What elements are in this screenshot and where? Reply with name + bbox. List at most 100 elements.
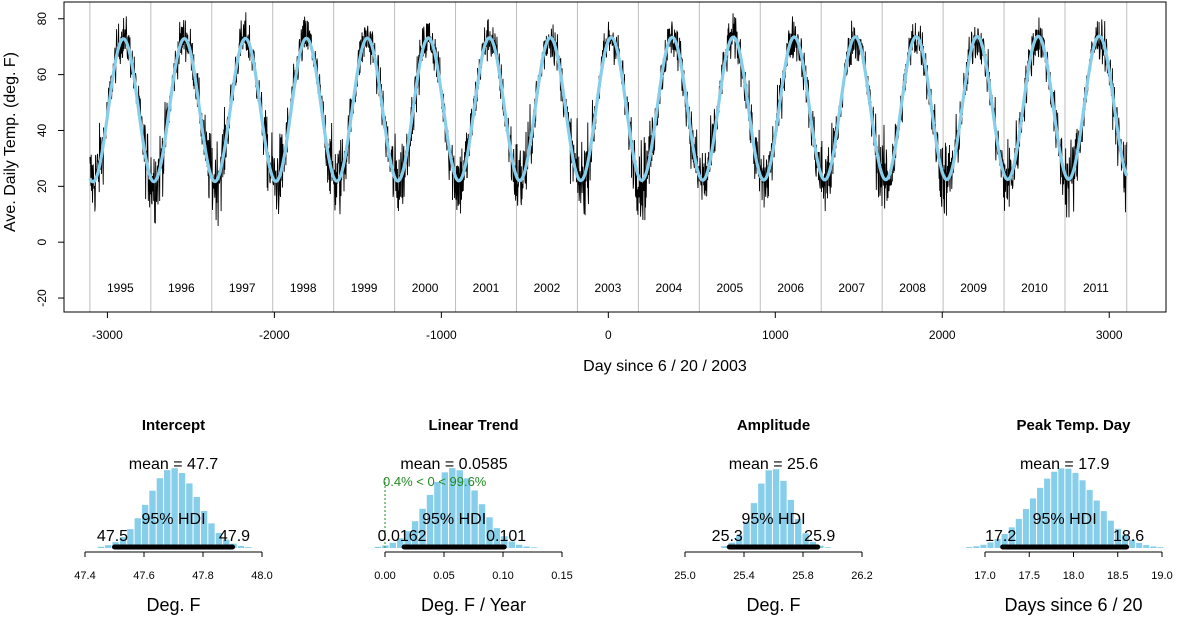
histogram-bar: [245, 547, 252, 548]
histogram-bar: [486, 517, 493, 548]
panel-x-tick-label: 25.0: [674, 570, 695, 582]
histogram-bar: [97, 546, 105, 548]
histogram-bar: [434, 482, 441, 548]
histogram-bar: [215, 532, 223, 548]
panel-x-axis-title: Days since 6 / 20: [1004, 595, 1142, 615]
histogram-bar: [1051, 471, 1058, 548]
histogram-bar: [994, 538, 1001, 548]
histogram-bar: [1072, 472, 1079, 548]
y-tick-label: 0: [35, 239, 49, 246]
histogram-bar: [1150, 546, 1157, 548]
histogram-bar: [795, 519, 802, 548]
histogram-bar: [501, 536, 508, 548]
histogram-bar: [523, 546, 530, 548]
x-tick-label: 3000: [1096, 328, 1123, 342]
x-tick-label: 0: [605, 328, 612, 342]
year-label: 2009: [960, 281, 987, 295]
panel-x-tick-label: 25.8: [792, 570, 813, 582]
histogram-bar: [441, 472, 449, 548]
fitted-sinusoid-curve: [88, 34, 1129, 184]
y-tick-label: 20: [35, 179, 49, 193]
histogram-bar: [463, 478, 471, 548]
year-label: 1999: [351, 281, 378, 295]
linear-trend-posterior-panel: Linear Trend 0.4% < 0 < 99.6%mean = 0.058…: [374, 417, 572, 615]
histogram-bar: [171, 468, 178, 548]
histogram-bar: [736, 535, 743, 548]
histogram-bar: [156, 478, 164, 548]
histogram-bar: [164, 470, 171, 548]
peak-temp-day-posterior-panel: Peak Temp. Day mean = 17.9 95% HDI 17.2 18.6…: [966, 417, 1173, 615]
panel-x-tick-label: 47.8: [192, 570, 213, 582]
histogram-bar: [149, 490, 156, 548]
x-tick-label: -1000: [426, 328, 457, 342]
year-label: 2007: [838, 281, 865, 295]
hdi-label: 95% HDI: [141, 511, 205, 528]
time-series-chart: 1995 1996 1997 1998 1999 2000 2001 2002 2003 2004…: [2, 1, 1167, 375]
panel-x-tick-label: 0.10: [492, 570, 513, 582]
histogram-bar: [508, 541, 515, 548]
histogram-bar: [419, 508, 426, 548]
histogram-bar: [1022, 509, 1029, 548]
histogram-bar: [193, 496, 200, 548]
histogram-bar: [1086, 489, 1093, 548]
histogram-bar: [1093, 500, 1100, 548]
histogram-bar: [772, 469, 780, 548]
histogram-bar: [456, 470, 463, 548]
year-label: 2000: [412, 281, 439, 295]
year-label: 2004: [655, 281, 682, 295]
year-label: 2006: [777, 281, 804, 295]
histogram-bar: [802, 533, 809, 548]
year-label: 1997: [229, 281, 256, 295]
mean-label: mean = 25.6: [729, 456, 819, 473]
histogram-bar: [186, 483, 193, 548]
comparison-percent-text: 0.4% < 0 < 99.6%: [383, 474, 487, 489]
histogram-bar: [515, 544, 523, 548]
histogram-bar: [223, 539, 230, 548]
histogram-bar: [787, 499, 795, 548]
year-label: 2008: [899, 281, 926, 295]
histogram-bar: [780, 480, 787, 548]
histogram-bar: [178, 472, 186, 548]
histogram-bar: [750, 503, 758, 548]
panel-x-tick-label: 26.2: [851, 570, 872, 582]
hdi-low-label: 47.5: [97, 528, 128, 545]
histogram-bar: [237, 545, 245, 548]
year-label: 2001: [473, 281, 500, 295]
x-tick-label: 2000: [929, 328, 956, 342]
histogram-bar: [1029, 498, 1037, 548]
histogram-bar: [478, 504, 486, 548]
histogram-bar: [1129, 539, 1136, 548]
hdi-low-label: 0.0162: [378, 528, 427, 545]
histogram-bar: [1008, 527, 1015, 548]
histogram-bar: [824, 547, 831, 548]
histogram-bar: [411, 521, 419, 548]
plot-frame: [63, 1, 1167, 313]
panel-x-tick-label: 19.0: [1151, 570, 1172, 582]
hdi-label: 95% HDI: [1033, 511, 1097, 528]
histogram-bar: [208, 523, 215, 548]
histogram-bar: [1121, 535, 1129, 548]
histogram-bar: [141, 504, 149, 548]
histogram-bar: [1037, 487, 1044, 548]
histogram-bar: [471, 490, 478, 548]
histogram-bar: [1058, 468, 1065, 548]
panel-x-tick-label: 17.0: [974, 570, 995, 582]
histogram-bar: [1143, 545, 1150, 548]
histogram-bar: [743, 521, 750, 548]
histogram-bar: [758, 483, 765, 548]
histogram-bar: [493, 528, 501, 548]
panel-x-tick-label: 18.5: [1107, 570, 1128, 582]
intercept-posterior-panel: Intercept mean = 47.7 95% HDI 47.5 47.9 47.4 4…: [74, 417, 272, 615]
histogram-bar: [449, 468, 456, 548]
histogram-bar: [987, 542, 994, 548]
panel-x-tick-label: 0.00: [374, 570, 395, 582]
histogram-bar: [973, 546, 980, 548]
panel-title: Intercept: [142, 417, 205, 434]
histogram-bar: [134, 518, 141, 548]
year-label: 2010: [1021, 281, 1048, 295]
year-label: 1998: [290, 281, 317, 295]
y-tick-label: -20: [35, 289, 49, 307]
histogram-bar: [119, 537, 127, 548]
hdi-label: 95% HDI: [422, 511, 486, 528]
